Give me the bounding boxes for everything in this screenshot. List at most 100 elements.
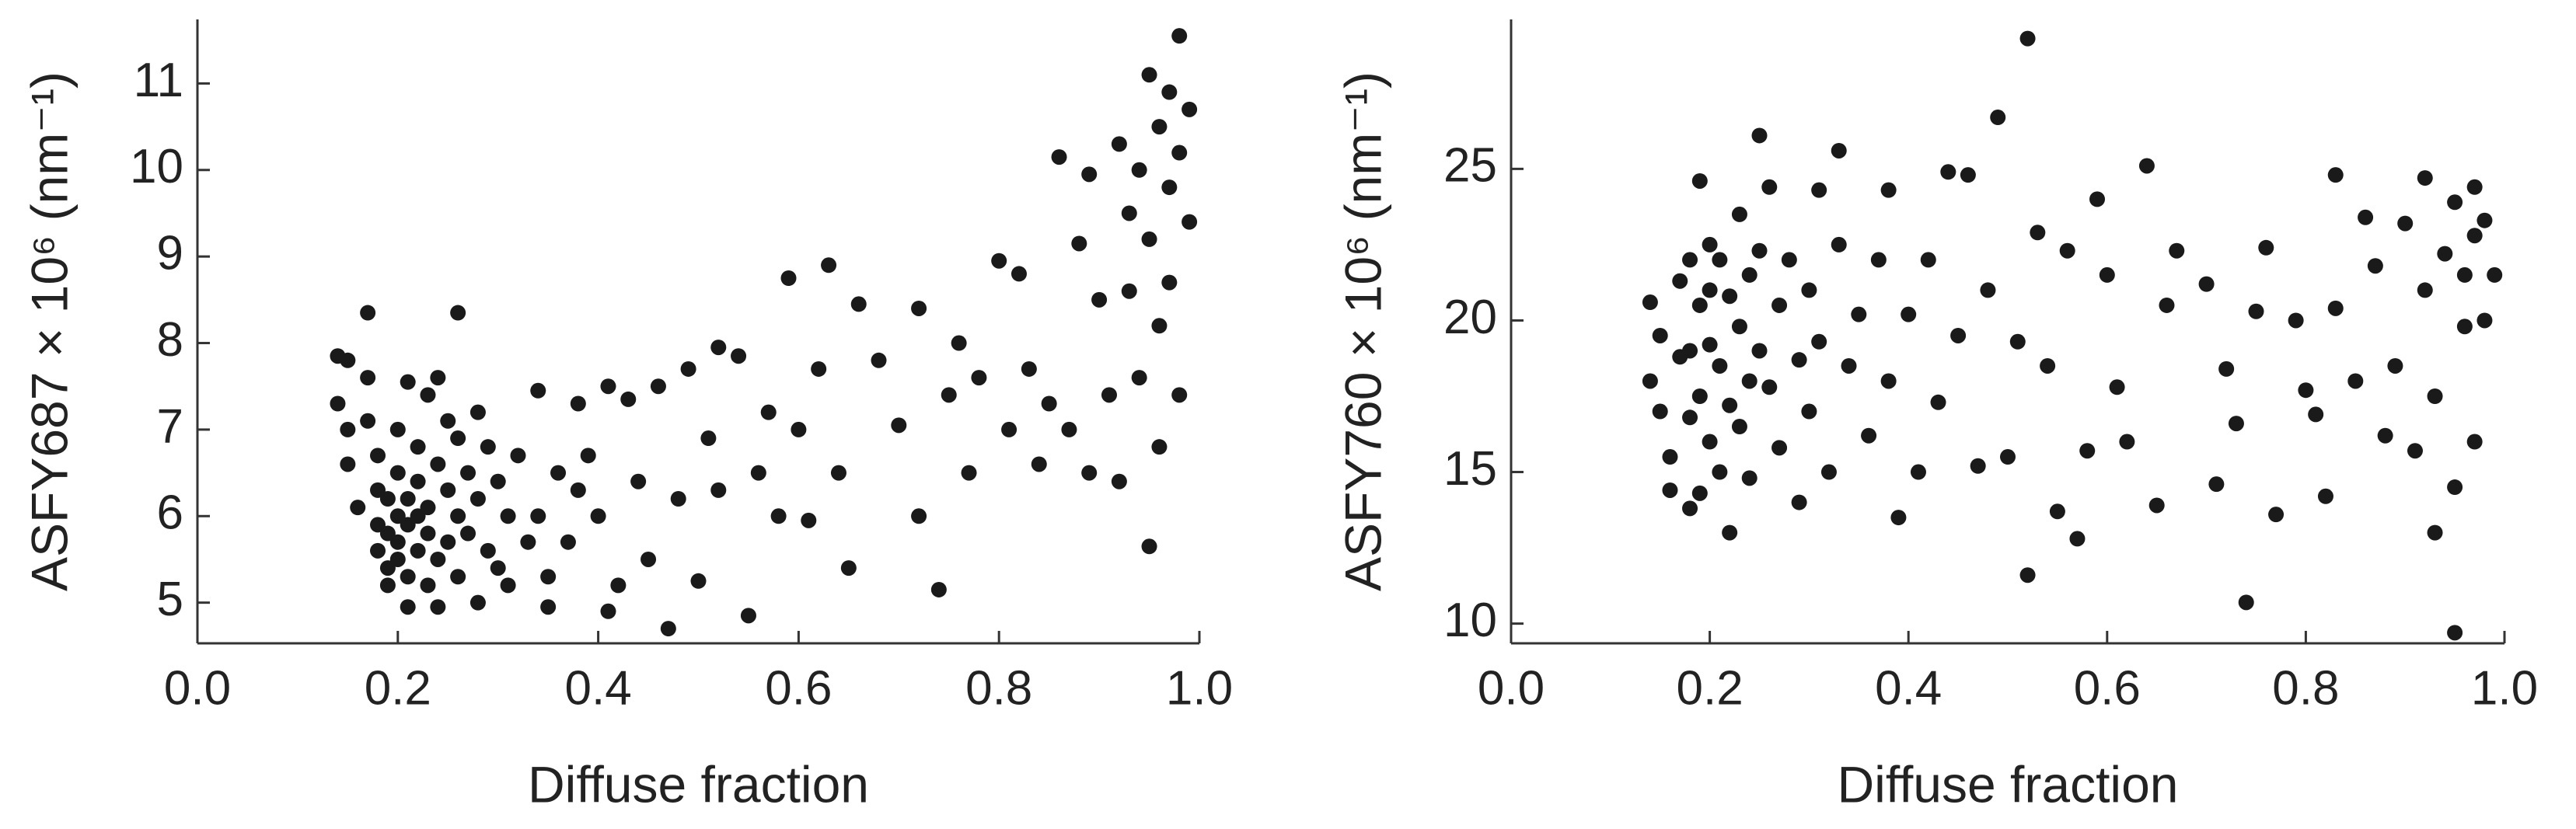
point (1081, 166, 1098, 183)
point (370, 542, 386, 559)
point (400, 569, 416, 585)
point (330, 395, 346, 412)
point (420, 577, 436, 594)
point (1682, 409, 1698, 426)
point (1741, 266, 1757, 283)
point (670, 491, 686, 507)
point (1761, 179, 1778, 195)
point (2089, 191, 2106, 207)
point (420, 500, 436, 516)
point (1831, 236, 1847, 253)
x-tick-label: 0.0 (1478, 661, 1545, 715)
point (770, 508, 787, 524)
point (941, 387, 957, 403)
y-tick-label: 7 (157, 399, 183, 453)
point (490, 560, 506, 576)
point (1920, 252, 1936, 268)
point (389, 421, 406, 437)
point (1771, 440, 1788, 456)
point (1021, 361, 1037, 377)
point (2298, 382, 2314, 399)
point (1672, 273, 1688, 289)
point (2477, 212, 2493, 228)
point (971, 370, 987, 386)
point (1880, 182, 1897, 198)
point (1121, 283, 1137, 299)
point (2079, 443, 2096, 459)
point (660, 621, 676, 637)
point (2159, 297, 2175, 313)
point (1121, 205, 1137, 221)
point (1731, 419, 1747, 435)
point (1841, 357, 1857, 374)
point (830, 465, 846, 481)
point (340, 421, 356, 437)
point (1870, 252, 1887, 268)
point (1771, 297, 1788, 313)
point (1041, 395, 1057, 412)
point (2198, 276, 2215, 292)
point (400, 491, 416, 507)
point (2308, 406, 2324, 423)
point (450, 508, 466, 524)
point (2427, 524, 2443, 541)
point (1151, 119, 1168, 135)
point (2456, 319, 2473, 335)
point (2109, 379, 2125, 395)
point (911, 300, 927, 316)
point (991, 253, 1007, 269)
point (480, 542, 496, 559)
point (540, 569, 557, 585)
point (1761, 379, 1778, 395)
point (2218, 361, 2235, 377)
point (1111, 473, 1127, 489)
point (2138, 158, 2155, 174)
point (580, 448, 596, 464)
point (1781, 252, 1797, 268)
y-axis-label: ASFY687 × 10⁶ (nm⁻¹) (20, 71, 78, 591)
point (2447, 194, 2463, 211)
point (1691, 485, 1708, 501)
point (570, 482, 586, 498)
x-tick-label: 0.8 (2272, 661, 2339, 715)
y-tick-label: 10 (130, 140, 183, 193)
point (2258, 239, 2274, 256)
point (1141, 538, 1157, 555)
point (2456, 266, 2473, 283)
point (590, 508, 606, 524)
point (1930, 394, 1946, 410)
point (951, 335, 967, 351)
point (710, 482, 727, 498)
point (1831, 142, 1847, 158)
point (389, 465, 406, 481)
point (1741, 373, 1757, 389)
point (2397, 215, 2414, 232)
x-tick-label: 0.0 (164, 661, 231, 715)
point (340, 352, 356, 368)
point (1141, 67, 1157, 83)
x-tick-label: 0.8 (965, 661, 1032, 715)
point (1691, 388, 1708, 404)
point (1691, 172, 1708, 189)
point (1751, 242, 1768, 259)
point (1652, 327, 1668, 343)
point (1811, 333, 1827, 350)
y-tick-label: 25 (1443, 139, 1497, 193)
point (1662, 482, 1678, 498)
point (2358, 209, 2374, 225)
point (2030, 225, 2046, 241)
point (510, 448, 526, 464)
point (1722, 524, 1738, 541)
y-tick-label: 9 (157, 227, 183, 280)
point (791, 421, 807, 437)
point (2447, 479, 2463, 496)
point (1751, 343, 1768, 359)
point (1801, 403, 1817, 420)
point (1161, 84, 1178, 100)
point (420, 387, 436, 403)
point (1702, 236, 1718, 253)
point (360, 413, 376, 429)
y-axis-label: ASFY760 × 10⁶ (nm⁻¹) (1334, 71, 1391, 591)
y-tick-label: 10 (1443, 594, 1497, 647)
point (430, 456, 446, 472)
